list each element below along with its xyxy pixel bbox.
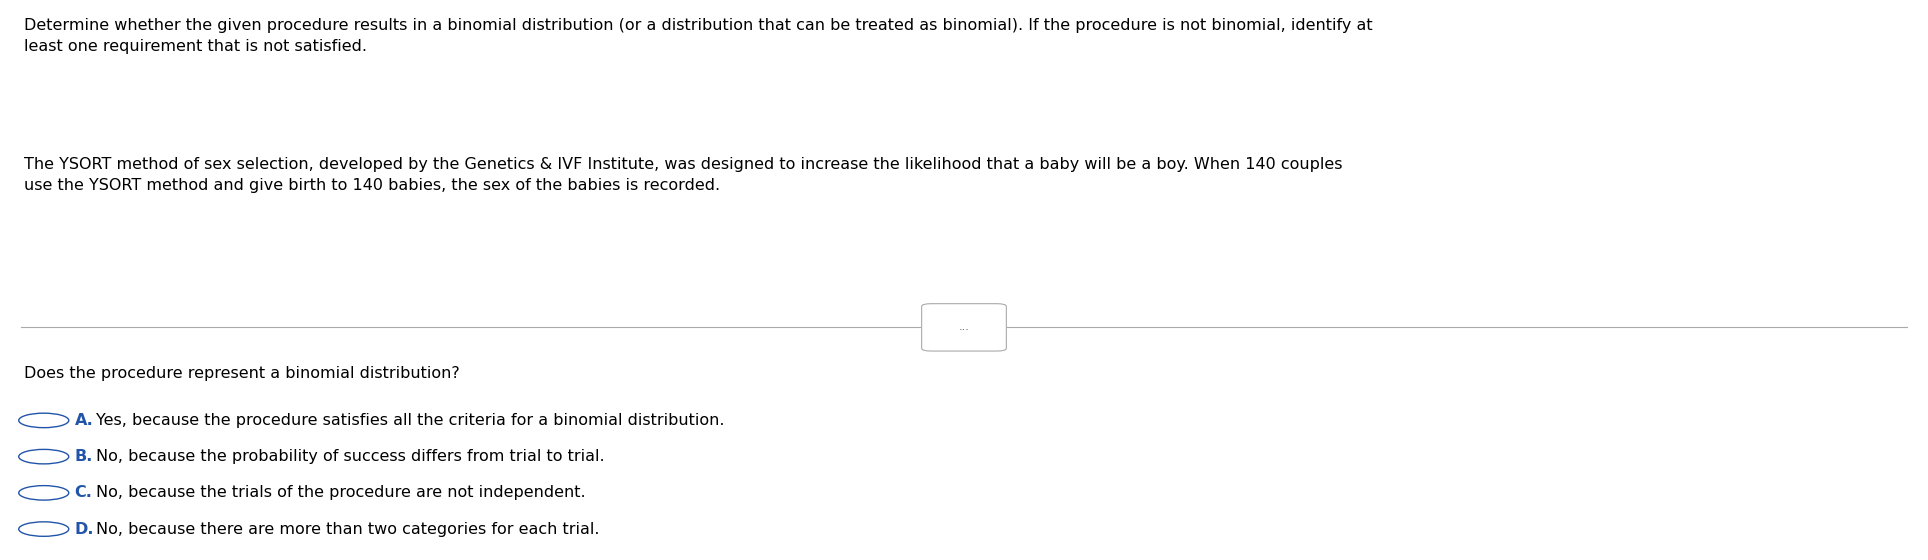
Circle shape: [19, 413, 69, 428]
Text: No, because the trials of the procedure are not independent.: No, because the trials of the procedure …: [96, 486, 586, 500]
Text: The YSORT method of sex selection, developed by the Genetics & IVF Institute, wa: The YSORT method of sex selection, devel…: [25, 157, 1344, 193]
Text: No, because the probability of success differs from trial to trial.: No, because the probability of success d…: [96, 449, 603, 464]
Text: Does the procedure represent a binomial distribution?: Does the procedure represent a binomial …: [25, 366, 461, 381]
Text: C.: C.: [75, 486, 93, 500]
Text: Determine whether the given procedure results in a binomial distribution (or a d: Determine whether the given procedure re…: [25, 18, 1373, 54]
Text: D.: D.: [75, 521, 94, 536]
Text: Yes, because the procedure satisfies all the criteria for a binomial distributio: Yes, because the procedure satisfies all…: [96, 413, 725, 428]
Circle shape: [19, 486, 69, 500]
FancyBboxPatch shape: [922, 304, 1006, 351]
Text: ...: ...: [958, 323, 970, 333]
Circle shape: [19, 449, 69, 464]
Circle shape: [19, 522, 69, 536]
Text: A.: A.: [75, 413, 93, 428]
Text: B.: B.: [75, 449, 93, 464]
Text: No, because there are more than two categories for each trial.: No, because there are more than two cate…: [96, 521, 600, 536]
